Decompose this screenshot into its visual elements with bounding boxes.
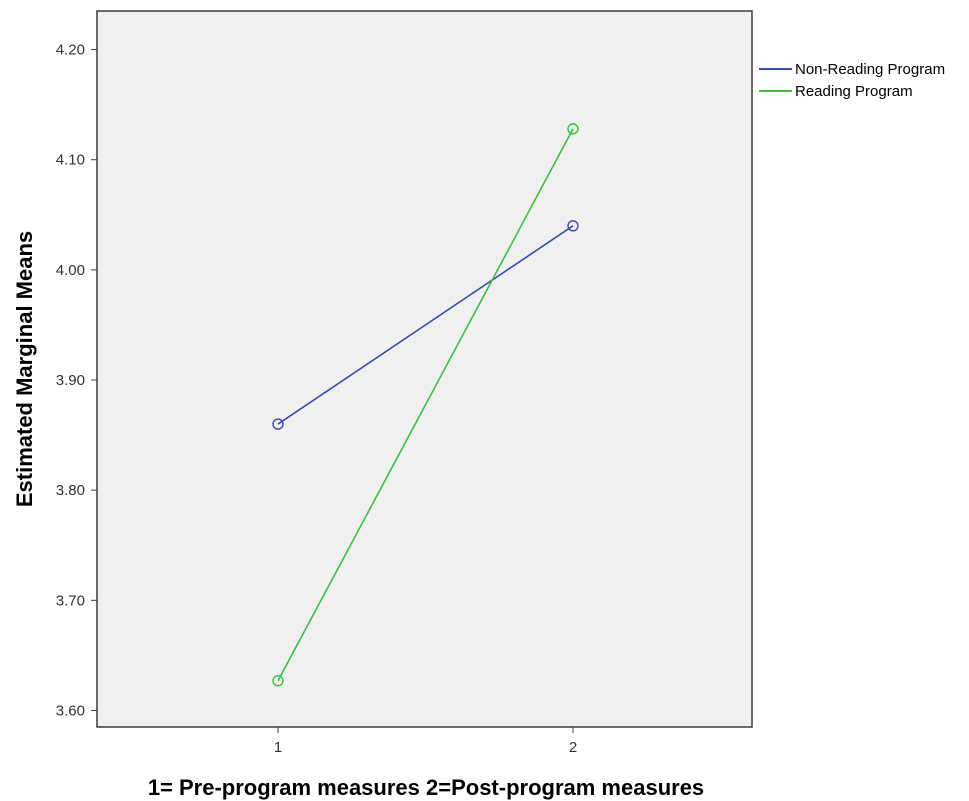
data-point-0-0 xyxy=(272,418,284,430)
legend-label: Non-Reading Program xyxy=(795,61,945,78)
data-point-1-1 xyxy=(567,123,579,135)
y-axis-title: Estimated Marginal Means xyxy=(12,231,37,507)
y-tick-label: 4.10 xyxy=(56,152,85,169)
legend-label: Reading Program xyxy=(795,83,913,100)
y-axis: 3.60 3.70 3.80 3.90 4.00 4.10 4.20 xyxy=(56,42,97,719)
data-point-1-0 xyxy=(272,675,284,687)
x-axis-title: 1= Pre-program measures 2=Post-program m… xyxy=(148,775,704,800)
series-line-1 xyxy=(277,128,574,682)
plot-area xyxy=(96,10,753,728)
y-tick-label: 4.00 xyxy=(56,262,85,279)
x-tick-label: 1 xyxy=(274,739,282,756)
y-tick-label: 3.60 xyxy=(56,702,85,719)
y-tick-label: 3.90 xyxy=(56,372,85,389)
y-tick-label: 3.70 xyxy=(56,592,85,609)
series-line-0 xyxy=(277,225,574,425)
legend: Non-Reading Program Reading Program xyxy=(759,61,945,100)
series-layer xyxy=(272,123,579,687)
data-point-0-1 xyxy=(567,220,579,232)
y-tick-label: 4.20 xyxy=(56,42,85,59)
y-tick-label: 3.80 xyxy=(56,482,85,499)
x-tick-label: 2 xyxy=(569,739,577,756)
